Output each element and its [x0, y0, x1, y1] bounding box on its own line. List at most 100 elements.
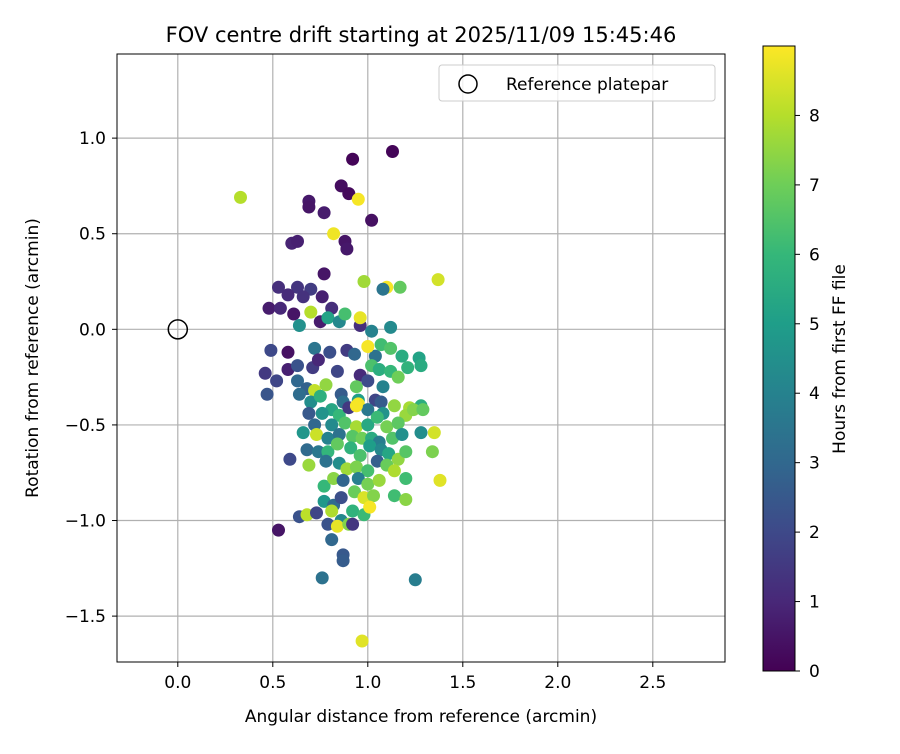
scatter-point	[384, 320, 398, 334]
scatter-point	[408, 573, 422, 587]
scatter-point	[315, 406, 329, 420]
scatter-point	[361, 477, 375, 491]
scatter-point	[292, 319, 306, 332]
scatter-point	[302, 406, 316, 420]
scatter-point	[344, 441, 358, 455]
colorbar-tick-label: 8	[809, 106, 820, 126]
scatter-point	[387, 464, 401, 478]
colorbar-tick-label: 5	[809, 315, 820, 335]
colorbar-tick-label: 1	[809, 593, 820, 613]
scatter-point	[323, 345, 337, 359]
scatter-point	[376, 282, 390, 296]
scatter-point	[291, 280, 304, 294]
scatter-point	[387, 399, 401, 413]
scatter-point	[325, 418, 339, 432]
x-axis-label: Angular distance from reference (arcmin)	[245, 707, 597, 727]
scatter-point	[296, 426, 310, 440]
colorbar-tick-label: 0	[809, 662, 820, 682]
x-tick-label: 1.0	[354, 673, 381, 693]
x-tick-label: 2.0	[544, 673, 571, 693]
scatter-point	[287, 307, 301, 321]
x-tick-label: 2.5	[639, 673, 666, 693]
scatter-point	[317, 206, 331, 220]
scatter-point	[319, 378, 333, 392]
scatter-point	[262, 301, 276, 315]
scatter-point	[308, 341, 322, 355]
scatter-point	[336, 554, 350, 568]
scatter-point	[374, 395, 388, 409]
colorbar-tick-label: 7	[809, 176, 820, 196]
y-tick-label: 0.5	[79, 225, 106, 245]
y-tick-label: 1.0	[79, 129, 106, 149]
scatter-point	[349, 399, 363, 413]
scatter-point	[399, 493, 413, 506]
scatter-point	[258, 366, 272, 380]
colorbar-ticks: 0 1 2 3 4 5 6 7 8	[795, 106, 820, 682]
scatter-point	[234, 190, 247, 204]
scatter-point	[367, 489, 380, 503]
scatter-point	[325, 533, 339, 547]
scatter-point	[357, 275, 371, 288]
scatter-point	[361, 464, 375, 478]
scatter-point	[433, 473, 447, 487]
scatter-point	[321, 431, 335, 445]
scatter-point	[283, 452, 297, 466]
scatter-point	[291, 374, 304, 388]
scatter-point	[302, 200, 316, 214]
scatter-point	[425, 445, 439, 459]
scatter-point	[387, 489, 401, 503]
scatter-point	[302, 458, 316, 472]
scatter-point	[363, 500, 377, 514]
scatter-point	[361, 374, 375, 388]
scatter-point	[355, 634, 369, 648]
scatter-point	[340, 242, 354, 256]
scatter-point	[353, 311, 367, 325]
colorbar-tick-label: 2	[809, 523, 820, 543]
scatter-point	[272, 523, 285, 537]
scatter-point	[327, 227, 341, 241]
y-axis-label: Rotation from reference (arcmin)	[23, 218, 43, 498]
scatter-point	[264, 343, 278, 357]
scatter-point	[395, 428, 409, 441]
scatter-point	[382, 447, 396, 461]
scatter-point	[399, 445, 413, 459]
y-tick-label: −1.5	[65, 607, 106, 627]
scatter-point	[346, 152, 360, 166]
y-tick-label: 0.0	[79, 320, 106, 340]
colorbar: 0 1 2 3 4 5 6 7 8 Hours from first FF file	[762, 45, 850, 682]
scatter-point	[351, 472, 365, 485]
scatter-point	[260, 387, 274, 401]
scatter-point	[311, 445, 325, 459]
scatter-point	[348, 347, 361, 361]
scatter-point	[317, 267, 331, 281]
reference-marker-layer	[167, 319, 189, 340]
scatter-point	[427, 426, 441, 440]
scatter-point	[310, 506, 323, 520]
grid	[117, 54, 725, 662]
scatter-point	[416, 403, 430, 417]
scatter-point	[292, 387, 306, 401]
scatter-points	[234, 145, 447, 648]
colorbar-tick-label: 4	[809, 384, 820, 404]
scatter-point	[291, 359, 304, 373]
scatter-point	[376, 380, 390, 394]
scatter-point	[363, 439, 377, 453]
scatter-point	[414, 426, 428, 440]
scatter-point	[317, 479, 331, 493]
scatter-point	[391, 416, 405, 430]
scatter-point	[431, 273, 445, 287]
scatter-point	[319, 454, 333, 468]
scatter-point	[304, 305, 318, 319]
x-axis-ticks: 0.0 0.5 1.0 1.5 2.0 2.5	[164, 662, 666, 693]
scatter-point	[353, 449, 367, 462]
colorbar-tick-label: 3	[809, 454, 820, 474]
scatter-point	[304, 395, 318, 409]
scatter-point	[414, 359, 428, 373]
scatter-point	[272, 280, 285, 294]
scatter-point	[351, 192, 365, 206]
scatter-point	[315, 290, 329, 304]
scatter-point	[386, 145, 399, 158]
y-tick-label: −1.0	[65, 512, 106, 532]
